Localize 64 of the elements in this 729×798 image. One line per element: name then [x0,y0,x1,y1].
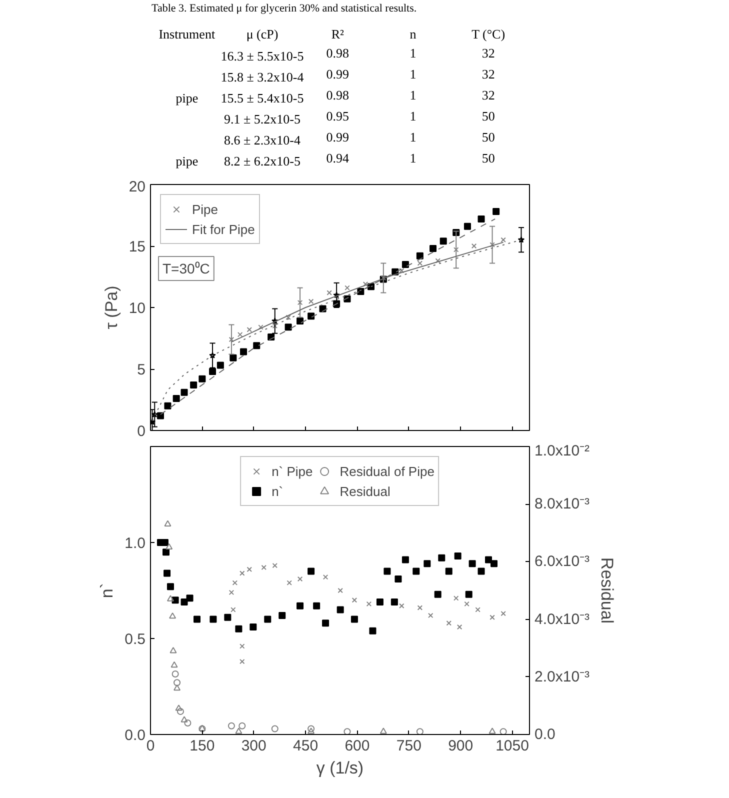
text: 50 [482,150,495,166]
legend-label: Residual [340,484,390,498]
text: 0.99 [326,66,350,82]
category-label: Instrument [158,26,216,42]
category-label: μ (cP) [246,26,278,42]
text: 1 [410,66,416,82]
y-tick-label: 0.0 [124,727,146,744]
text: 0.98 [326,46,350,60]
text: 9.1 ± 5.2x10-5 [224,112,301,126]
x-tick-label: 1050 [496,738,529,754]
y-tick-label: 0.5 [124,631,146,648]
text: 1 [410,130,416,144]
x-tick-label: 300 [241,738,266,754]
text: 32 [482,88,495,102]
legend-label: Residual of Pipe [340,464,434,478]
text: 15.5 ± 5.4x10-5 [220,90,304,106]
text: 8.6 ± 2.3x10-4 [224,132,302,148]
text: 16.3 ± 5.5x10-5 [220,48,304,64]
y2-tick-label: 2.0x10⁻³ [534,668,590,686]
y2-tick-label: 8.0x10⁻³ [534,496,590,513]
y-tick-label: 20 [128,178,146,196]
text: Table 3. Estimated μ for glycerin 30% and statistical results. [152,2,417,14]
text: 8.2 ± 6.2x10-5 [224,154,301,168]
x-tick-label: 600 [344,738,370,754]
legend-label: n` Pipe [272,464,313,478]
y2-tick-label: 6.0x10⁻³ [534,553,590,570]
legend-label: Fit for Pipe [192,222,255,236]
text: 15.8 ± 3.2x10-4 [220,70,304,84]
text: 0.99 [326,130,350,144]
category-label: R² [331,26,344,42]
y2-axis-title: Residual [598,557,617,624]
y2-tick-label: 0.0 [534,726,556,743]
category-label: n [410,26,417,42]
x-tick-label: 900 [448,738,474,754]
y-tick-label: 0 [137,423,146,440]
y2-tick-label: 1.0x10⁻² [534,442,590,460]
y-axis-title: n` [98,582,117,598]
text: 1 [410,108,416,124]
y2-tick-label: 4.0x10⁻³ [534,610,590,628]
text: 32 [482,46,495,60]
text: pipe [176,90,198,106]
text: 32 [482,66,495,82]
category-label: T (°C) [472,26,506,42]
x-axis-title: γ (1/s) [316,758,364,778]
legend-label: n` [272,484,284,498]
x-tick-label: 150 [190,738,215,754]
y-tick-label: 5 [137,362,146,378]
x-tick-label: 450 [293,738,318,754]
annotation: T=30⁰C [162,260,210,276]
text: 1 [410,150,416,166]
text: 50 [482,108,495,124]
y-tick-label: 1.0 [124,535,146,552]
legend-label: Pipe [192,202,218,216]
text: 0.95 [326,108,350,124]
y-tick-label: 15 [128,238,146,256]
y-tick-label: 10 [128,300,146,317]
x-tick-label: 750 [396,738,422,754]
text: 1 [410,88,416,102]
text: 0.94 [326,150,350,166]
text: pipe [176,154,198,168]
text: 50 [482,130,495,144]
y-axis-title: τ (Pa) [102,286,121,330]
text: 0.98 [326,88,350,102]
text: 1 [410,46,416,60]
